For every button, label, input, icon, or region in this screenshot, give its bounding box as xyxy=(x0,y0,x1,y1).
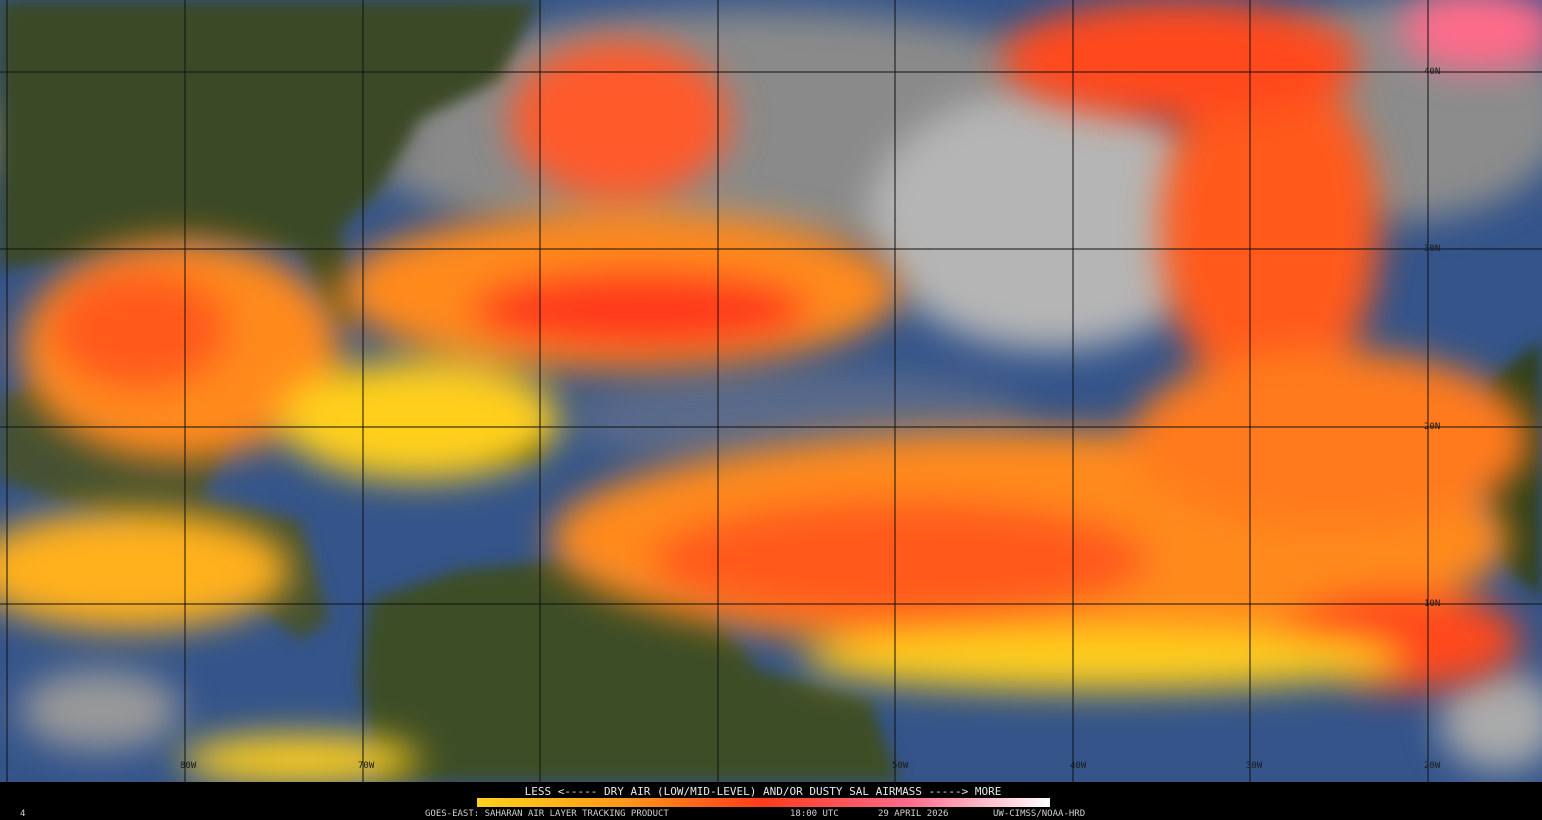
lon-label: 30W xyxy=(1246,761,1263,771)
legend-caption: LESS <----- DRY AIR (LOW/MID-LEVEL) AND/… xyxy=(525,785,1002,798)
lon-label: 50W xyxy=(892,761,909,771)
lat-label: 20N xyxy=(1424,422,1440,432)
lat-label: 40N xyxy=(1424,67,1440,77)
lat-lon-grid xyxy=(0,0,1542,782)
date: 29 APRIL 2026 xyxy=(878,809,948,819)
lon-label: 80W xyxy=(180,761,197,771)
lat-label: 30N xyxy=(1424,244,1440,254)
lat-label: 10N xyxy=(1424,599,1440,609)
sal-dry-air xyxy=(0,0,1542,785)
lon-label: 20W xyxy=(1424,761,1441,771)
frame-number: 4 xyxy=(20,809,25,819)
source: UW-CIMSS/NOAA-HRD xyxy=(993,809,1085,819)
lon-label: 40W xyxy=(1070,761,1087,771)
land xyxy=(0,0,1542,782)
lon-label: 70W xyxy=(358,761,375,771)
product-name: GOES-EAST: SAHARAN AIR LAYER TRACKING PR… xyxy=(425,809,669,819)
time: 18:00 UTC xyxy=(790,809,839,819)
color-scale xyxy=(477,798,1050,807)
